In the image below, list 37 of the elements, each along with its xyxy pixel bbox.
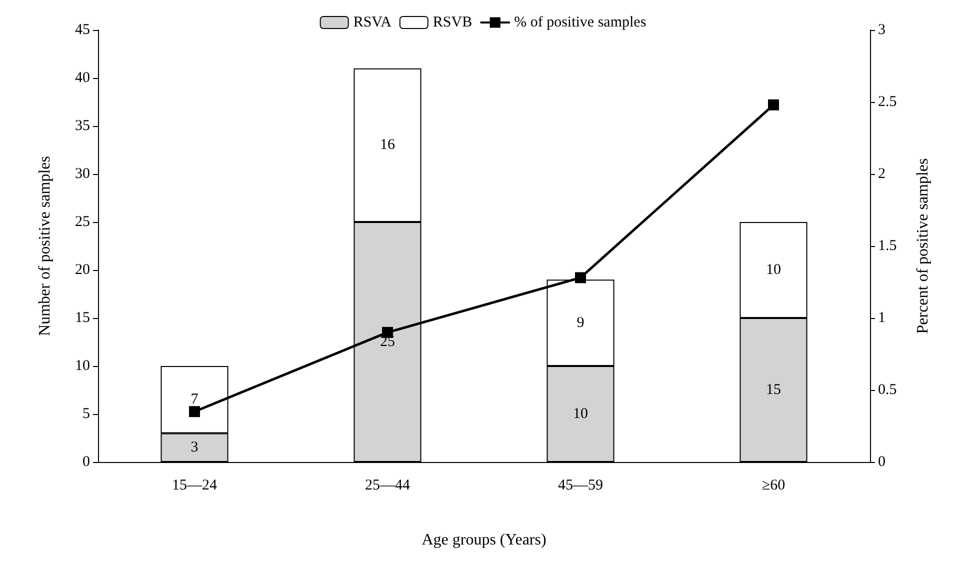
x-tick-label: 45—59	[558, 478, 603, 494]
y-tick-label: 0	[82, 454, 90, 470]
y-tick-label: 25	[75, 214, 90, 230]
data-label: 10	[766, 262, 781, 278]
y-tick-label: 20	[75, 262, 90, 278]
legend-label: % of positive samples	[514, 14, 646, 30]
point	[575, 272, 586, 284]
data-label: 15	[766, 382, 781, 398]
y-tick-label: 15	[75, 310, 90, 326]
x-axis-title: Age groups (Years)	[422, 532, 546, 548]
x-tick-label: 25—44	[365, 478, 410, 494]
data-label: 7	[190, 392, 199, 408]
y-tick-label: 40	[75, 70, 90, 86]
x-tick-label: 15—24	[172, 478, 218, 494]
data-label: 10	[573, 406, 588, 422]
y2-tick-label: 2	[878, 166, 886, 182]
y2-tick-label: 3	[878, 22, 886, 38]
y2-tick-label: 1.5	[878, 238, 897, 254]
y2-axis-title: Percent of positive samples	[914, 158, 932, 334]
y-tick-label: 30	[75, 166, 90, 182]
y-tick-label: 35	[75, 118, 90, 134]
y2-tick-label: 2.5	[878, 94, 897, 110]
data-label: 9	[576, 314, 584, 331]
y2-tick-label: 0	[878, 454, 886, 470]
legend-label: RSVA	[353, 14, 392, 30]
legend-label: RSVB	[432, 14, 472, 30]
point	[768, 99, 779, 110]
y-tick-label: 45	[75, 22, 90, 38]
data-label: 3	[190, 440, 198, 456]
y2-tick-label: 0.5	[878, 382, 897, 398]
y-tick-label: 10	[75, 358, 90, 374]
y-axis-title: Number of positive samples	[36, 156, 54, 336]
x-tick-label: ≥60	[762, 478, 786, 494]
y-tick-label: 5	[82, 406, 90, 422]
data-label: 16	[380, 137, 396, 154]
y2-tick-label: 1	[878, 310, 886, 326]
point	[189, 406, 200, 418]
